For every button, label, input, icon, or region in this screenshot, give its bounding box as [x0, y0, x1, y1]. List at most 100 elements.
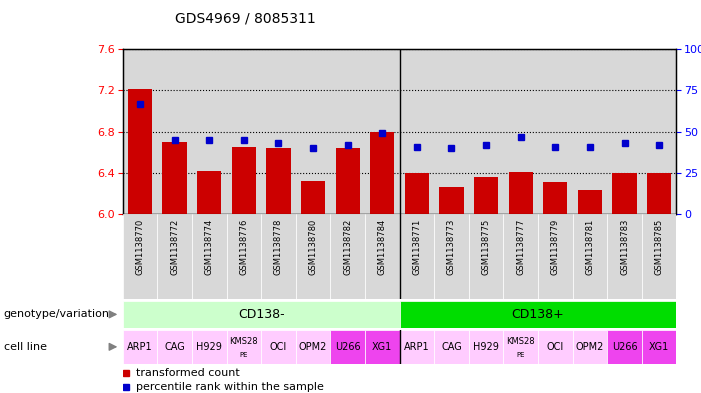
- Text: OPM2: OPM2: [576, 342, 604, 352]
- Text: GSM1138773: GSM1138773: [447, 219, 456, 275]
- Bar: [163, 142, 186, 214]
- Text: cell line: cell line: [4, 342, 46, 352]
- FancyBboxPatch shape: [157, 330, 192, 364]
- FancyBboxPatch shape: [192, 330, 226, 364]
- Text: CAG: CAG: [441, 342, 462, 352]
- Text: CD138+: CD138+: [512, 308, 564, 321]
- Text: GSM1138784: GSM1138784: [378, 219, 387, 275]
- Bar: [301, 181, 325, 214]
- FancyBboxPatch shape: [642, 214, 676, 299]
- Text: GSM1138782: GSM1138782: [343, 219, 352, 275]
- FancyBboxPatch shape: [296, 330, 330, 364]
- FancyBboxPatch shape: [434, 214, 469, 299]
- Bar: [365, 49, 400, 214]
- Text: H929: H929: [473, 342, 499, 352]
- Bar: [123, 49, 157, 214]
- FancyBboxPatch shape: [261, 330, 296, 364]
- Text: H929: H929: [196, 342, 222, 352]
- Text: genotype/variation: genotype/variation: [4, 309, 109, 320]
- Bar: [607, 49, 642, 214]
- FancyBboxPatch shape: [226, 214, 261, 299]
- FancyBboxPatch shape: [365, 214, 400, 299]
- Text: ARP1: ARP1: [127, 342, 153, 352]
- Bar: [474, 177, 498, 214]
- FancyBboxPatch shape: [538, 330, 573, 364]
- Bar: [296, 49, 330, 214]
- FancyBboxPatch shape: [503, 214, 538, 299]
- FancyBboxPatch shape: [400, 301, 676, 328]
- FancyBboxPatch shape: [573, 330, 607, 364]
- Bar: [434, 49, 469, 214]
- Bar: [440, 187, 463, 214]
- Text: U266: U266: [612, 342, 637, 352]
- Text: GSM1138785: GSM1138785: [655, 219, 664, 275]
- Bar: [538, 49, 573, 214]
- FancyBboxPatch shape: [573, 214, 607, 299]
- Text: percentile rank within the sample: percentile rank within the sample: [136, 382, 324, 393]
- Text: GSM1138770: GSM1138770: [135, 219, 144, 275]
- Bar: [613, 173, 637, 214]
- Text: GSM1138779: GSM1138779: [551, 219, 560, 275]
- FancyBboxPatch shape: [538, 214, 573, 299]
- Text: CD138-: CD138-: [238, 308, 285, 321]
- Text: GSM1138774: GSM1138774: [205, 219, 214, 275]
- Text: GSM1138778: GSM1138778: [274, 219, 283, 275]
- Bar: [157, 49, 192, 214]
- FancyBboxPatch shape: [261, 214, 296, 299]
- Text: GSM1138783: GSM1138783: [620, 219, 629, 275]
- Bar: [330, 49, 365, 214]
- Text: KMS28: KMS28: [506, 337, 535, 346]
- FancyBboxPatch shape: [157, 214, 192, 299]
- FancyBboxPatch shape: [123, 330, 157, 364]
- Text: GSM1138772: GSM1138772: [170, 219, 179, 275]
- FancyBboxPatch shape: [469, 214, 503, 299]
- Bar: [404, 173, 429, 214]
- Bar: [578, 191, 602, 214]
- Text: OCI: OCI: [270, 342, 287, 352]
- Text: U266: U266: [335, 342, 360, 352]
- Text: GSM1138775: GSM1138775: [482, 219, 491, 275]
- Text: GSM1138781: GSM1138781: [585, 219, 594, 275]
- Bar: [232, 147, 256, 214]
- FancyBboxPatch shape: [226, 330, 261, 364]
- Bar: [370, 132, 395, 214]
- FancyBboxPatch shape: [365, 330, 400, 364]
- Bar: [128, 89, 152, 214]
- Text: GSM1138780: GSM1138780: [308, 219, 318, 275]
- FancyBboxPatch shape: [330, 214, 365, 299]
- Text: KMS28: KMS28: [229, 337, 258, 346]
- FancyBboxPatch shape: [192, 214, 226, 299]
- Bar: [573, 49, 607, 214]
- Bar: [261, 49, 296, 214]
- Text: OPM2: OPM2: [299, 342, 327, 352]
- Text: CAG: CAG: [164, 342, 185, 352]
- FancyBboxPatch shape: [296, 214, 330, 299]
- Text: transformed count: transformed count: [136, 368, 240, 378]
- Bar: [509, 172, 533, 214]
- Bar: [503, 49, 538, 214]
- Text: OCI: OCI: [547, 342, 564, 352]
- FancyBboxPatch shape: [434, 330, 469, 364]
- Text: XG1: XG1: [372, 342, 393, 352]
- FancyBboxPatch shape: [607, 214, 642, 299]
- FancyBboxPatch shape: [123, 214, 157, 299]
- FancyBboxPatch shape: [503, 330, 538, 364]
- Text: GSM1138777: GSM1138777: [516, 219, 525, 275]
- FancyBboxPatch shape: [642, 330, 676, 364]
- FancyBboxPatch shape: [400, 214, 434, 299]
- Text: PE: PE: [517, 352, 525, 358]
- Bar: [336, 148, 360, 214]
- FancyBboxPatch shape: [607, 330, 642, 364]
- Bar: [197, 171, 222, 214]
- Text: GSM1138776: GSM1138776: [239, 219, 248, 275]
- Bar: [266, 148, 290, 214]
- Text: PE: PE: [240, 352, 248, 358]
- Bar: [469, 49, 503, 214]
- FancyBboxPatch shape: [330, 330, 365, 364]
- FancyBboxPatch shape: [400, 330, 434, 364]
- Bar: [226, 49, 261, 214]
- Text: GDS4969 / 8085311: GDS4969 / 8085311: [175, 12, 315, 26]
- Text: ARP1: ARP1: [404, 342, 430, 352]
- Bar: [647, 173, 672, 214]
- Bar: [642, 49, 676, 214]
